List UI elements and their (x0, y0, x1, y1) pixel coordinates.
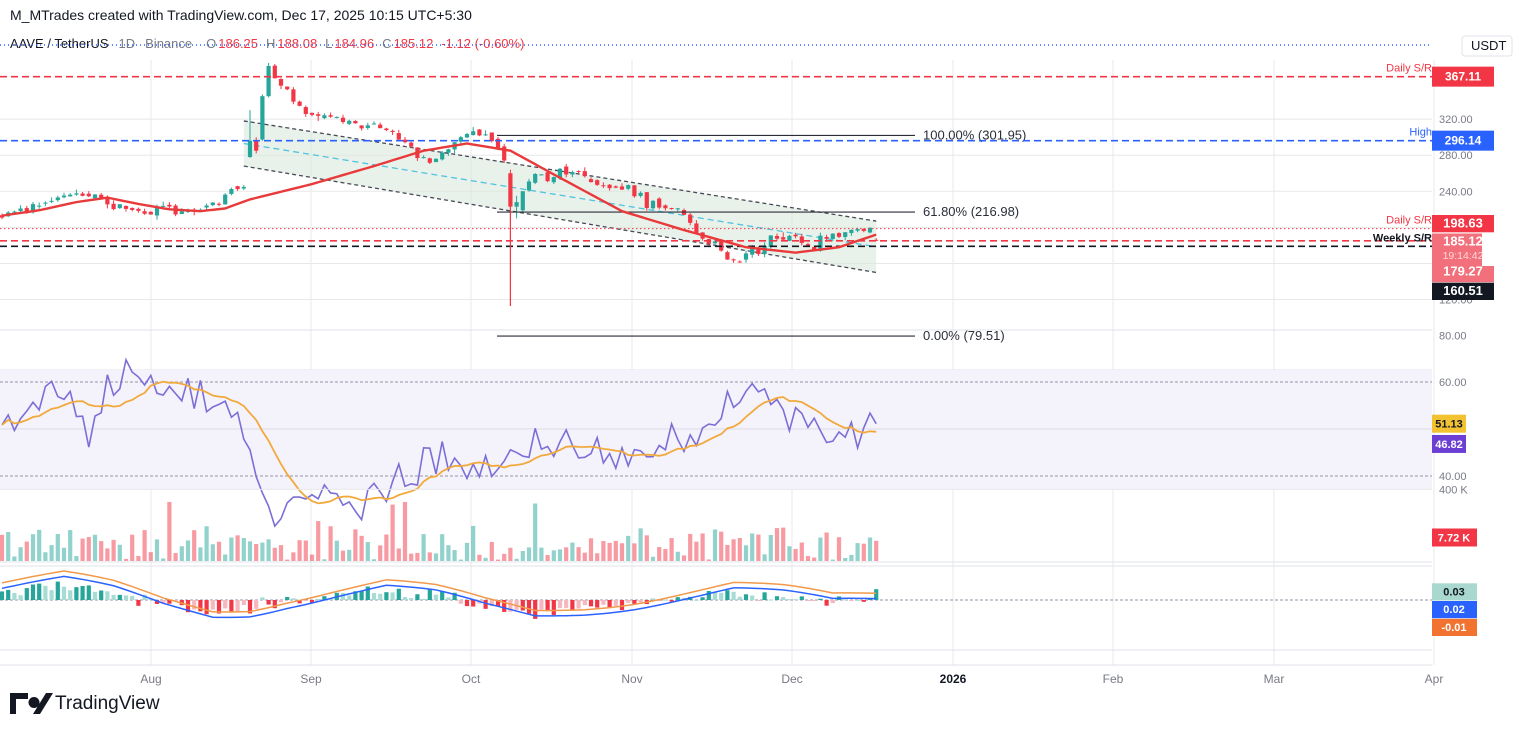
svg-text:O: O (206, 36, 216, 51)
svg-text:Binance: Binance (145, 36, 192, 51)
svg-text:184.96: 184.96 (334, 36, 374, 51)
svg-text:Daily S/R: Daily S/R (1386, 215, 1432, 227)
svg-text:296.14: 296.14 (1445, 134, 1482, 148)
svg-text:198.63: 198.63 (1443, 216, 1483, 231)
svg-text:TradingView: TradingView (55, 693, 160, 714)
svg-text:Sep: Sep (300, 672, 322, 686)
svg-text:280.00: 280.00 (1439, 150, 1473, 162)
svg-text:Weekly S/R: Weekly S/R (1373, 232, 1432, 244)
svg-text:0.03: 0.03 (1443, 587, 1464, 599)
svg-text:Mar: Mar (1264, 672, 1285, 686)
svg-text:0.00% (79.51): 0.00% (79.51) (923, 328, 1005, 343)
svg-text:USDT: USDT (1471, 38, 1506, 53)
svg-text:185.12: 185.12 (1443, 234, 1483, 249)
svg-text:186.25: 186.25 (218, 36, 258, 51)
svg-text:High: High (1409, 127, 1432, 139)
svg-text:-1.12 (-0.60%): -1.12 (-0.60%) (441, 36, 524, 51)
svg-text:400 K: 400 K (1439, 484, 1468, 496)
svg-text:240.00: 240.00 (1439, 186, 1473, 198)
svg-text:Oct: Oct (462, 672, 481, 686)
svg-text:1D: 1D (119, 36, 136, 51)
svg-text:40.00: 40.00 (1439, 471, 1467, 483)
svg-text:19:14:42: 19:14:42 (1443, 250, 1484, 262)
svg-text:Daily S/R: Daily S/R (1386, 63, 1432, 75)
svg-text:-0.01: -0.01 (1441, 622, 1466, 634)
svg-text:H: H (266, 36, 275, 51)
svg-text:Aug: Aug (140, 672, 161, 686)
svg-text:7.72 K: 7.72 K (1438, 533, 1470, 545)
svg-text:185.12: 185.12 (394, 36, 434, 51)
svg-text:Feb: Feb (1103, 672, 1124, 686)
svg-text:188.08: 188.08 (277, 36, 317, 51)
svg-text:80.00: 80.00 (1439, 331, 1467, 343)
svg-text:C: C (382, 36, 391, 51)
svg-text:320.00: 320.00 (1439, 114, 1473, 126)
svg-text:51.13: 51.13 (1435, 419, 1463, 431)
svg-text:Nov: Nov (621, 672, 642, 686)
svg-text:367.11: 367.11 (1445, 70, 1481, 84)
svg-text:46.82: 46.82 (1435, 439, 1463, 451)
svg-text:60.00: 60.00 (1439, 377, 1467, 389)
svg-text:61.80% (216.98): 61.80% (216.98) (923, 204, 1019, 219)
svg-text:M_MTrades created with Trading: M_MTrades created with TradingView.com, … (10, 7, 472, 23)
svg-text:2026: 2026 (940, 672, 967, 686)
svg-text:160.51: 160.51 (1443, 283, 1483, 298)
svg-text:AAVE / TetherUS: AAVE / TetherUS (10, 36, 109, 51)
svg-text:L: L (325, 36, 332, 51)
svg-text:Dec: Dec (781, 672, 802, 686)
svg-text:Apr: Apr (1425, 672, 1444, 686)
svg-text:0.02: 0.02 (1443, 604, 1464, 616)
svg-text:179.27: 179.27 (1443, 264, 1483, 279)
